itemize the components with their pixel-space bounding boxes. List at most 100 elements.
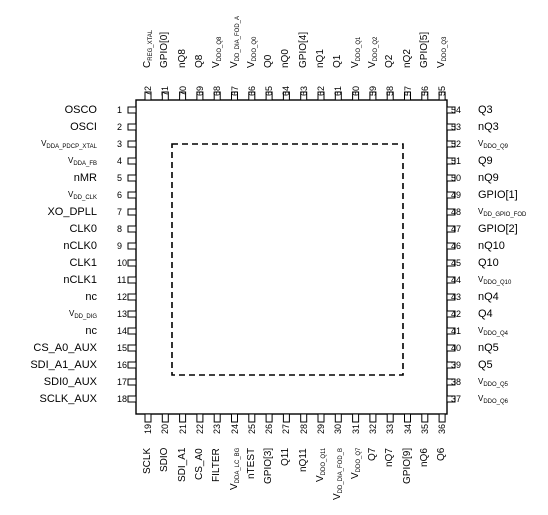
pin-label-left: SDI_A1_AUX — [30, 359, 97, 371]
pin-stub-right — [446, 225, 456, 233]
pin-label-subscript: DD_GPIO_FOD — [483, 212, 527, 218]
pin-stub-top — [179, 91, 187, 101]
pin-stub-bottom — [282, 413, 290, 423]
pin-number-bottom: 19 — [143, 423, 153, 434]
pin-label-bottom: VDD_DIA_FOD_B — [332, 448, 345, 501]
pin-number-bottom: 32 — [367, 423, 378, 434]
pin-label-subscript: DDO_Q11 — [321, 448, 327, 476]
pin-stub-left — [127, 378, 137, 386]
pin-number-right: 50 — [451, 173, 462, 183]
pin-label-left: CLK0 — [69, 223, 97, 235]
pin-stub-right — [446, 242, 456, 250]
pin-label-bottom: Q7 — [366, 448, 378, 462]
pin-stub-left — [127, 225, 137, 233]
pin-stub-left — [127, 310, 137, 318]
pin-label-subscript: DDO_Q7 — [355, 448, 362, 473]
exposed-pad — [171, 143, 404, 376]
pin-stub-top — [161, 91, 169, 101]
pin-label-top: GPIO[5] — [418, 31, 430, 68]
pin-stub-left — [127, 157, 137, 165]
pin-stub-left — [127, 123, 137, 131]
pin-label-subscript: DDO_Q2 — [372, 36, 379, 62]
pin-number-bottom: 26 — [264, 423, 275, 434]
pin-number-bottom: 35 — [419, 423, 430, 434]
pin-stubs — [127, 91, 456, 423]
pin-number-top: 60 — [350, 85, 361, 96]
pin-number-top: 70 — [177, 85, 188, 96]
pin-stub-bottom — [421, 413, 429, 423]
pin-stub-right — [446, 327, 456, 335]
pin-number-left: 15 — [117, 343, 128, 353]
pin-label-top: Q1 — [332, 54, 344, 68]
pin-label-bottom: nQ6 — [418, 448, 430, 467]
pin-label-subscript: DD_DIA_FOD_A — [234, 15, 241, 62]
pin-label-right: Q3 — [478, 104, 493, 116]
pin-stub-bottom — [265, 413, 273, 423]
pin-stub-top — [196, 91, 204, 101]
pin-label-left: VDDA_PDCP_XTAL — [41, 139, 97, 150]
pin-stub-top — [231, 91, 238, 101]
pin-stub-left — [127, 344, 137, 352]
pin-stub-left — [127, 174, 137, 182]
pin-label-top: GPIO[0] — [159, 31, 171, 68]
pin-label-left: VDD_CLK — [67, 190, 97, 201]
pin-label-left: OSCI — [70, 121, 97, 133]
pin-label-subscript: DDO_Q6 — [483, 399, 509, 405]
pin-stub-right — [446, 157, 456, 165]
pin-label-right: Q10 — [478, 257, 499, 269]
pin-number-bottom: 33 — [385, 423, 396, 434]
pin-label-top: Q2 — [384, 54, 396, 68]
pin-label-subscript: DDO_Q8 — [217, 36, 224, 62]
pin-number-bottom: 23 — [212, 423, 223, 434]
pin-number-left: 11 — [117, 275, 127, 285]
pin-stub-bottom — [231, 413, 238, 423]
pin-number-left: 12 — [117, 292, 128, 302]
pin-stub-top — [265, 91, 273, 101]
pin-number-top: 55 — [437, 85, 448, 96]
pin-label-bottom: SDI_A1 — [176, 448, 188, 483]
pin-label-bottom: FILTER — [211, 448, 223, 482]
pin-label-bottom: Q6 — [436, 448, 448, 462]
pin-number-right: 46 — [451, 241, 462, 251]
pin-number-left: 9 — [117, 241, 123, 251]
pin-label-subscript: DDO_Q4 — [483, 331, 509, 337]
pin-stub-bottom — [352, 413, 360, 423]
pin-label-left: nc — [85, 291, 97, 303]
pin-label-left: VDD_DIG — [68, 309, 97, 320]
pin-label-subscript: DDO_Q3 — [442, 36, 449, 62]
pin-number-left: 5 — [117, 173, 123, 183]
pin-label-left: nc — [85, 325, 97, 337]
pin-label-left: CLK1 — [69, 257, 97, 269]
pin-label-bottom: SDIO — [159, 448, 171, 473]
pin-number-left: 2 — [117, 122, 123, 132]
pin-stub-right — [446, 293, 456, 301]
pin-number-top: 65 — [264, 85, 275, 96]
pin-label-right: nQ5 — [478, 342, 499, 354]
pin-label-top: VDD_DIA_FOD_A — [228, 15, 241, 68]
pin-stub-top — [421, 91, 429, 101]
pin-number-bottom: 34 — [402, 423, 413, 434]
pin-label-subscript: REG_XTAL — [148, 29, 154, 61]
pin-stub-bottom — [438, 413, 446, 423]
pin-label-right: Q5 — [478, 359, 493, 371]
pin-stub-left — [127, 327, 137, 335]
pin-label-top: VDDO_Q1 — [349, 36, 362, 68]
pin-number-right: 43 — [451, 292, 462, 302]
pin-stub-right — [446, 361, 456, 369]
pin-number-right: 38 — [451, 377, 462, 387]
pin-stub-bottom — [404, 413, 411, 423]
pin-number-top: 62 — [316, 85, 326, 96]
pin-label-left: SCLK_AUX — [39, 393, 97, 405]
pin-number-left: 16 — [117, 360, 128, 370]
pin-label-right: Q4 — [478, 308, 493, 320]
pin-number-left: 13 — [117, 309, 128, 319]
pin-stub-bottom — [386, 413, 394, 423]
pin-number-left: 10 — [117, 258, 128, 268]
pin-label-left: CS_A0_AUX — [33, 342, 97, 354]
pin-number-top: 56 — [419, 85, 430, 96]
pin-label-top: nQ1 — [315, 49, 326, 68]
pin-stub-right — [446, 106, 456, 114]
pin-number-top: 69 — [194, 85, 205, 96]
pin-label-right: nQ10 — [478, 240, 505, 252]
pin-label-right: GPIO[1] — [478, 189, 518, 201]
